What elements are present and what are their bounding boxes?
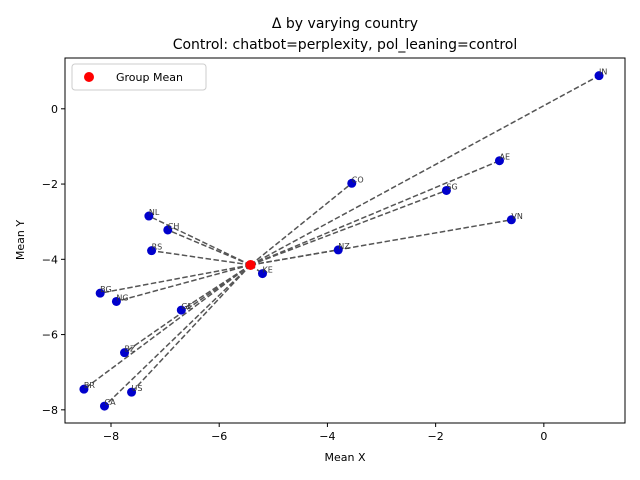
data-point-bz bbox=[120, 348, 130, 358]
connector-line-ng bbox=[116, 264, 251, 303]
connector-line-ge bbox=[180, 264, 251, 311]
data-point-nz bbox=[333, 245, 343, 255]
x-axis-ticks: −8 −6 −4 −2 0 bbox=[103, 423, 547, 443]
data-point-bg bbox=[95, 288, 105, 298]
connector-line-nz bbox=[250, 249, 339, 266]
plot-area: IN AE SG CO VN NZ NL CH RS KE BG NG GE BZ BR US CA bbox=[79, 68, 607, 411]
y-tick-label: −2 bbox=[42, 178, 58, 191]
y-tick-label: 0 bbox=[51, 103, 58, 116]
y-tick-label: −8 bbox=[42, 404, 58, 417]
group-mean-point bbox=[245, 259, 256, 270]
y-axis-ticks: −8 −6 −4 −2 0 bbox=[42, 103, 65, 417]
x-tick-label: 0 bbox=[540, 430, 547, 443]
point-label-ca: CA bbox=[104, 398, 116, 407]
point-labels: IN AE SG CO VN NZ NL CH RS KE BG NG GE BZ BR US CA bbox=[84, 68, 607, 407]
data-point-vn bbox=[506, 215, 516, 225]
y-tick-label: −6 bbox=[42, 329, 58, 342]
point-label-ke: KE bbox=[262, 266, 272, 275]
connector-lines bbox=[83, 75, 600, 407]
chart-title: Δ by varying country bbox=[272, 16, 418, 32]
data-point-co bbox=[347, 178, 357, 188]
point-label-bz: BZ bbox=[125, 345, 136, 354]
point-label-us: US bbox=[132, 384, 143, 393]
data-point-ca bbox=[99, 401, 109, 411]
data-point-us bbox=[127, 387, 137, 397]
connector-line-sg bbox=[250, 189, 447, 266]
y-tick-label: −4 bbox=[42, 253, 58, 266]
connector-line-co bbox=[250, 182, 353, 266]
axes-frame bbox=[64, 57, 626, 424]
connector-line-us bbox=[131, 264, 252, 393]
connector-line-nl bbox=[148, 215, 251, 266]
x-tick-label: −8 bbox=[103, 430, 119, 443]
x-tick-label: −4 bbox=[319, 430, 335, 443]
data-point-ch bbox=[163, 225, 173, 235]
legend-box bbox=[71, 63, 207, 91]
data-point-rs bbox=[147, 246, 157, 256]
data-points bbox=[79, 71, 604, 411]
point-label-br: BR bbox=[84, 381, 95, 390]
point-label-nl: NL bbox=[149, 208, 160, 217]
point-label-nz: NZ bbox=[338, 242, 350, 251]
point-label-in: IN bbox=[599, 68, 607, 77]
point-label-vn: VN bbox=[511, 212, 522, 221]
data-point-nl bbox=[144, 211, 154, 221]
point-label-ch: CH bbox=[168, 222, 180, 231]
x-tick-label: −6 bbox=[211, 430, 227, 443]
x-axis-label: Mean X bbox=[324, 451, 365, 464]
connector-line-ch bbox=[167, 229, 251, 266]
x-tick-label: −2 bbox=[428, 430, 444, 443]
point-label-co: CO bbox=[352, 175, 364, 184]
point-label-ae: AE bbox=[499, 153, 510, 162]
data-point-sg bbox=[441, 185, 451, 195]
data-point-br bbox=[79, 384, 89, 394]
data-point-ae bbox=[494, 156, 504, 166]
connector-line-bg bbox=[100, 264, 251, 294]
legend: Group Mean bbox=[71, 63, 207, 91]
point-label-ng: NG bbox=[116, 293, 128, 302]
point-label-ge: GE bbox=[181, 302, 192, 311]
connector-line-br bbox=[83, 264, 252, 390]
data-point-ke bbox=[257, 269, 267, 279]
data-point-ng bbox=[111, 296, 121, 306]
connector-line-ca bbox=[103, 264, 252, 407]
point-label-bg: BG bbox=[100, 285, 112, 294]
connector-line-ae bbox=[250, 160, 500, 266]
legend-label-group-mean: Group Mean bbox=[116, 71, 183, 84]
chart-subtitle: Control: chatbot=perplexity, pol_leaning… bbox=[173, 37, 518, 53]
data-point-ge bbox=[176, 305, 186, 315]
legend-marker-group-mean bbox=[84, 72, 94, 82]
point-label-sg: SG bbox=[446, 182, 457, 191]
y-axis-label: Mean Y bbox=[14, 220, 27, 260]
data-point-in bbox=[594, 71, 604, 81]
connector-line-rs bbox=[151, 249, 251, 266]
connector-line-bz bbox=[124, 264, 252, 354]
point-label-rs: RS bbox=[152, 243, 163, 252]
connector-line-in bbox=[250, 75, 600, 266]
